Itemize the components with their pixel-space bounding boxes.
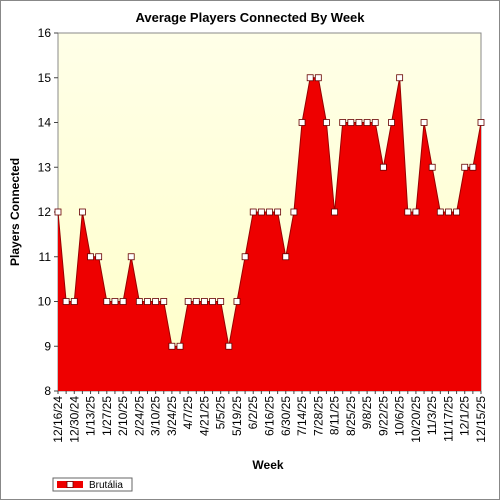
point-marker bbox=[363, 119, 371, 126]
point-marker bbox=[135, 298, 143, 305]
point-marker bbox=[412, 208, 420, 216]
point-marker bbox=[152, 298, 160, 305]
x-tick-label: 12/1/25 bbox=[458, 396, 472, 436]
point-marker bbox=[420, 119, 428, 126]
point-marker bbox=[469, 163, 477, 171]
point-marker bbox=[388, 119, 395, 126]
point-marker bbox=[436, 208, 444, 216]
y-tick-label: 14 bbox=[38, 116, 52, 130]
point-marker bbox=[119, 298, 127, 305]
point-marker bbox=[347, 119, 355, 126]
point-marker bbox=[379, 163, 387, 171]
x-tick-label: 7/14/25 bbox=[295, 396, 309, 436]
point-marker bbox=[314, 74, 322, 82]
point-marker bbox=[160, 298, 168, 305]
x-tick-label: 4/7/25 bbox=[181, 396, 195, 430]
point-marker bbox=[249, 208, 257, 216]
y-tick-label: 8 bbox=[44, 384, 51, 398]
point-marker bbox=[396, 74, 404, 82]
point-marker bbox=[428, 163, 436, 171]
y-axis-label: Players Connected bbox=[8, 158, 22, 266]
point-marker bbox=[241, 253, 249, 261]
point-marker bbox=[103, 298, 111, 305]
x-tick-label: 3/10/25 bbox=[149, 396, 163, 436]
x-tick-label: 8/11/25 bbox=[328, 396, 342, 435]
point-marker bbox=[70, 298, 78, 305]
point-marker bbox=[127, 253, 135, 261]
x-tick-label: 12/16/24 bbox=[51, 396, 65, 443]
x-tick-label: 6/2/25 bbox=[246, 396, 260, 430]
y-tick-label: 9 bbox=[44, 339, 51, 353]
point-marker bbox=[445, 208, 452, 216]
x-tick-label: 2/10/25 bbox=[116, 396, 130, 436]
point-marker bbox=[79, 208, 86, 216]
x-tick-label: 9/8/25 bbox=[360, 396, 374, 430]
x-tick-label: 5/19/25 bbox=[230, 396, 244, 436]
x-tick-label: 6/30/25 bbox=[279, 396, 293, 436]
point-marker bbox=[201, 298, 208, 305]
point-marker bbox=[266, 208, 273, 216]
x-tick-label: 9/22/25 bbox=[376, 396, 390, 436]
x-tick-label: 10/6/25 bbox=[393, 396, 407, 436]
chart-title: Average Players Connected By Week bbox=[135, 10, 365, 25]
point-marker bbox=[257, 208, 265, 216]
x-tick-label: 8/25/25 bbox=[344, 396, 358, 436]
point-marker bbox=[192, 298, 200, 305]
point-marker bbox=[176, 342, 184, 350]
point-marker bbox=[306, 74, 314, 82]
y-tick-label: 15 bbox=[38, 71, 52, 85]
point-marker bbox=[144, 298, 151, 305]
point-marker bbox=[323, 119, 330, 126]
point-marker bbox=[461, 163, 469, 171]
point-marker bbox=[298, 119, 306, 126]
x-tick-label: 10/20/25 bbox=[409, 396, 423, 443]
point-marker bbox=[339, 119, 347, 126]
y-tick-label: 10 bbox=[38, 295, 52, 309]
y-tick-label: 11 bbox=[39, 250, 52, 264]
point-marker bbox=[62, 298, 70, 305]
point-marker bbox=[54, 208, 62, 216]
area-fill bbox=[58, 77, 481, 391]
y-tick-label: 13 bbox=[38, 160, 52, 174]
x-tick-label: 11/3/25 bbox=[425, 396, 439, 435]
x-tick-label: 12/30/24 bbox=[67, 396, 81, 443]
point-marker bbox=[331, 208, 338, 216]
point-marker bbox=[87, 253, 94, 261]
x-tick-label: 5/5/25 bbox=[214, 396, 228, 430]
x-tick-label: 7/28/25 bbox=[311, 396, 325, 436]
point-marker bbox=[233, 298, 241, 305]
x-tick-label: 12/15/25 bbox=[474, 396, 488, 443]
point-marker bbox=[290, 208, 298, 216]
legend-label: Brutália bbox=[89, 480, 123, 491]
point-marker bbox=[371, 119, 379, 126]
x-tick-label: 3/24/25 bbox=[165, 396, 179, 436]
x-tick-label: 2/24/25 bbox=[132, 396, 146, 436]
point-marker bbox=[95, 253, 103, 261]
point-marker bbox=[217, 298, 225, 305]
point-marker bbox=[184, 298, 192, 305]
x-tick-label: 1/27/25 bbox=[100, 396, 114, 436]
point-marker bbox=[274, 208, 282, 216]
x-tick-label: 11/17/25 bbox=[441, 396, 455, 442]
x-tick-label: 4/21/25 bbox=[197, 396, 211, 436]
point-marker bbox=[168, 342, 176, 350]
point-marker bbox=[225, 342, 233, 350]
y-tick-label: 16 bbox=[38, 26, 52, 40]
x-axis-label: Week bbox=[252, 458, 283, 472]
point-marker bbox=[404, 208, 412, 216]
legend-marker bbox=[66, 481, 74, 488]
x-tick-label: 1/13/25 bbox=[84, 396, 98, 436]
point-marker bbox=[355, 119, 363, 126]
point-marker bbox=[453, 208, 460, 216]
point-marker bbox=[282, 253, 290, 261]
point-marker bbox=[209, 298, 216, 305]
point-marker bbox=[111, 298, 119, 305]
y-tick-label: 12 bbox=[38, 205, 52, 219]
x-tick-label: 6/16/25 bbox=[263, 396, 277, 436]
point-marker bbox=[477, 119, 485, 126]
